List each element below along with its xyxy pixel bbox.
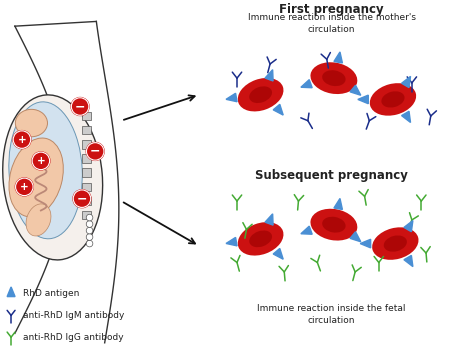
Text: −: − [77,192,87,205]
FancyBboxPatch shape [82,140,91,149]
FancyBboxPatch shape [82,112,91,120]
Ellipse shape [238,222,283,256]
Polygon shape [401,76,410,88]
Text: +: + [20,182,29,192]
Ellipse shape [9,138,64,217]
Polygon shape [404,255,413,267]
FancyBboxPatch shape [82,183,91,191]
Text: RhD antigen: RhD antigen [23,289,79,298]
Ellipse shape [310,62,357,94]
Polygon shape [273,104,283,115]
Circle shape [13,131,31,149]
Circle shape [86,221,93,227]
Text: +: + [36,156,45,166]
Ellipse shape [15,109,47,137]
Polygon shape [265,70,273,81]
Polygon shape [265,214,273,225]
FancyBboxPatch shape [82,126,91,134]
Circle shape [86,240,93,247]
Ellipse shape [249,86,272,103]
Ellipse shape [3,95,103,260]
Polygon shape [226,237,237,246]
Circle shape [86,143,104,160]
Polygon shape [334,52,342,63]
FancyBboxPatch shape [82,211,91,219]
Ellipse shape [322,70,346,86]
Ellipse shape [322,217,346,233]
Ellipse shape [238,78,283,111]
FancyBboxPatch shape [82,197,91,205]
Circle shape [32,152,50,170]
Polygon shape [334,199,342,210]
Text: Immune reaction inside the fetal
circulation: Immune reaction inside the fetal circula… [257,304,406,325]
Ellipse shape [384,236,407,252]
Circle shape [86,234,93,241]
Polygon shape [226,93,237,102]
Polygon shape [360,239,371,248]
Text: Subsequent pregnancy: Subsequent pregnancy [255,168,408,182]
Text: Immune reaction inside the mother's
circulation: Immune reaction inside the mother's circ… [247,13,416,34]
Ellipse shape [249,230,272,247]
Text: anti-RhD IgM antibody: anti-RhD IgM antibody [23,311,124,320]
Polygon shape [358,95,368,104]
Ellipse shape [26,204,51,236]
Ellipse shape [9,102,82,239]
Text: anti-RhD IgG antibody: anti-RhD IgG antibody [23,333,124,342]
Circle shape [15,178,33,196]
Circle shape [86,227,93,234]
FancyBboxPatch shape [82,154,91,163]
Text: −: − [75,100,85,113]
Ellipse shape [382,91,404,108]
Polygon shape [350,85,361,95]
Polygon shape [401,111,410,122]
Polygon shape [301,80,312,88]
Polygon shape [273,248,283,259]
Text: First pregnancy: First pregnancy [279,3,384,16]
Text: −: − [90,145,100,158]
Polygon shape [7,287,15,297]
Circle shape [86,214,93,221]
FancyBboxPatch shape [82,168,91,177]
Ellipse shape [372,227,419,260]
Polygon shape [301,226,312,234]
Ellipse shape [310,209,357,241]
Polygon shape [404,220,413,232]
Circle shape [71,98,89,116]
Circle shape [73,190,91,208]
Ellipse shape [370,83,416,116]
Polygon shape [350,232,361,242]
Text: +: + [18,135,27,145]
